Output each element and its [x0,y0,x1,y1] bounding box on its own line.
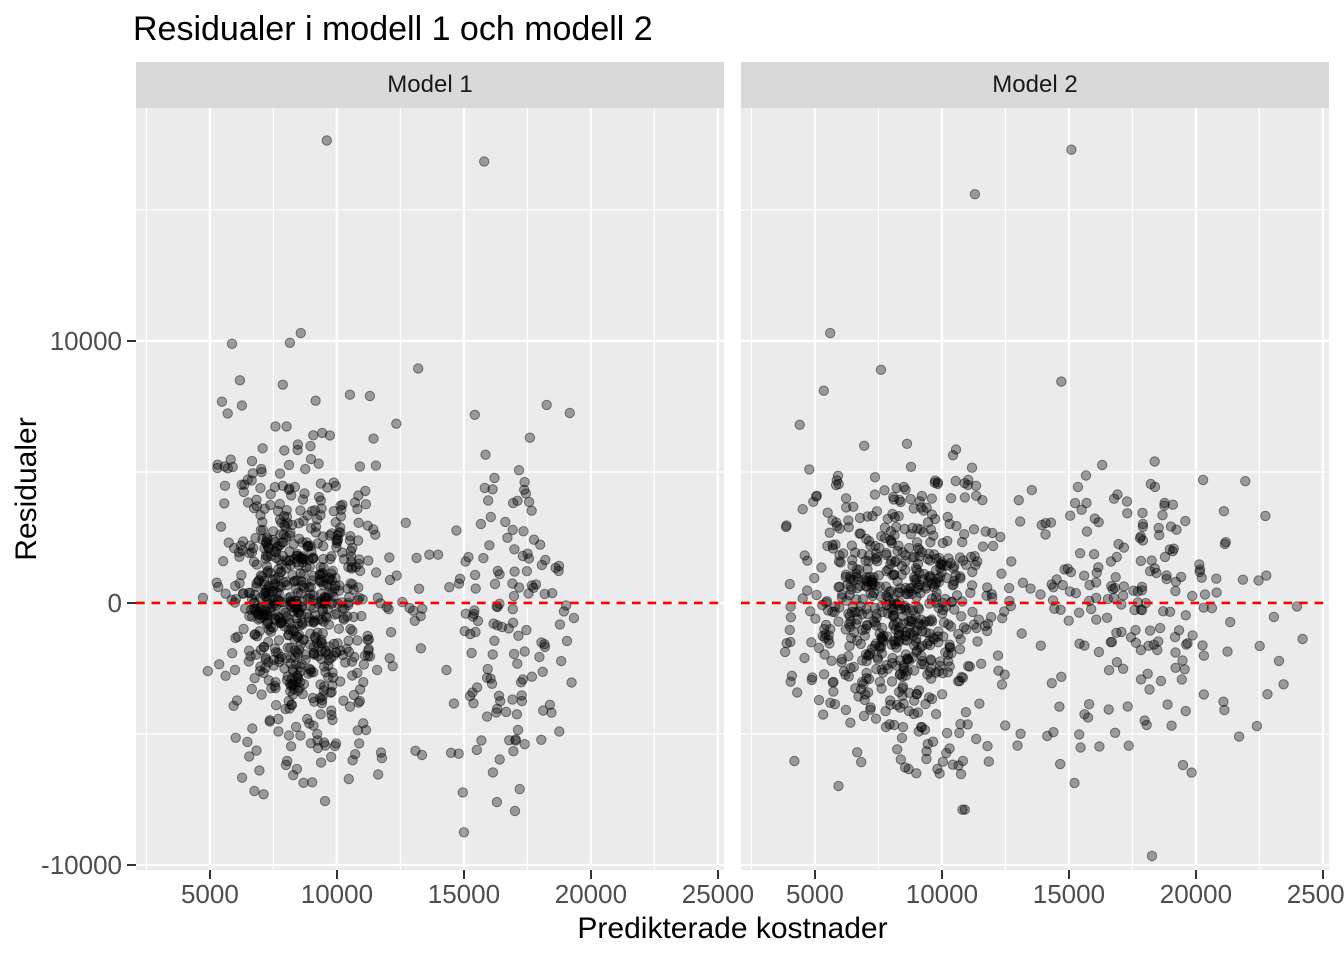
x-tick-label: 10000 [905,879,979,909]
x-tick-mark [716,870,719,879]
y-tick-label: 10000 [49,325,122,356]
scatter-plot-model-1 [136,108,724,870]
y-axis-title: Residualer [10,417,43,561]
x-tick-label: 15000 [1032,879,1106,909]
x-tick-mark [1067,870,1070,879]
x-tick-mark [589,870,592,879]
plot-title: Residualer i modell 1 och modell 2 [133,10,653,48]
y-tick-mark [127,339,136,342]
y-tick-label: 0 [107,588,122,618]
gridlines [741,108,1329,870]
points-layer [779,144,1308,862]
facet-strip-model-1: Model 1 [136,62,724,108]
x-tick-label: 20000 [1159,879,1233,909]
x-tick-mark [208,870,211,879]
x-tick-mark [813,870,816,879]
x-tick-label: 10000 [300,879,374,909]
scatter-plot-model-2 [741,108,1329,870]
x-tick-label: 25000 [681,879,755,909]
panel-model-1 [136,108,724,870]
x-axis-title: Predikterade kostnader [577,912,888,945]
x-tick-label: 5000 [785,879,844,909]
facet-strip-model-2: Model 2 [741,62,1329,108]
x-tick-label: 15000 [427,879,501,909]
facet-strip-label: Model 2 [992,71,1078,98]
x-tick-label: 20000 [554,879,628,909]
panel-model-2 [741,108,1329,870]
gridlines [136,108,724,870]
y-tick-mark [127,864,136,866]
x-tick-mark [1321,870,1324,879]
x-tick-mark [462,870,465,879]
facet-strip-label: Model 1 [387,71,473,98]
x-tick-label: 5000 [180,879,239,909]
points-layer [197,135,580,838]
x-tick-label: 25000 [1286,879,1344,909]
y-tick-label: -10000 [41,850,122,880]
x-tick-mark [940,870,943,879]
x-tick-mark [1194,870,1197,879]
x-tick-mark [335,870,338,879]
y-tick-mark [127,602,136,604]
